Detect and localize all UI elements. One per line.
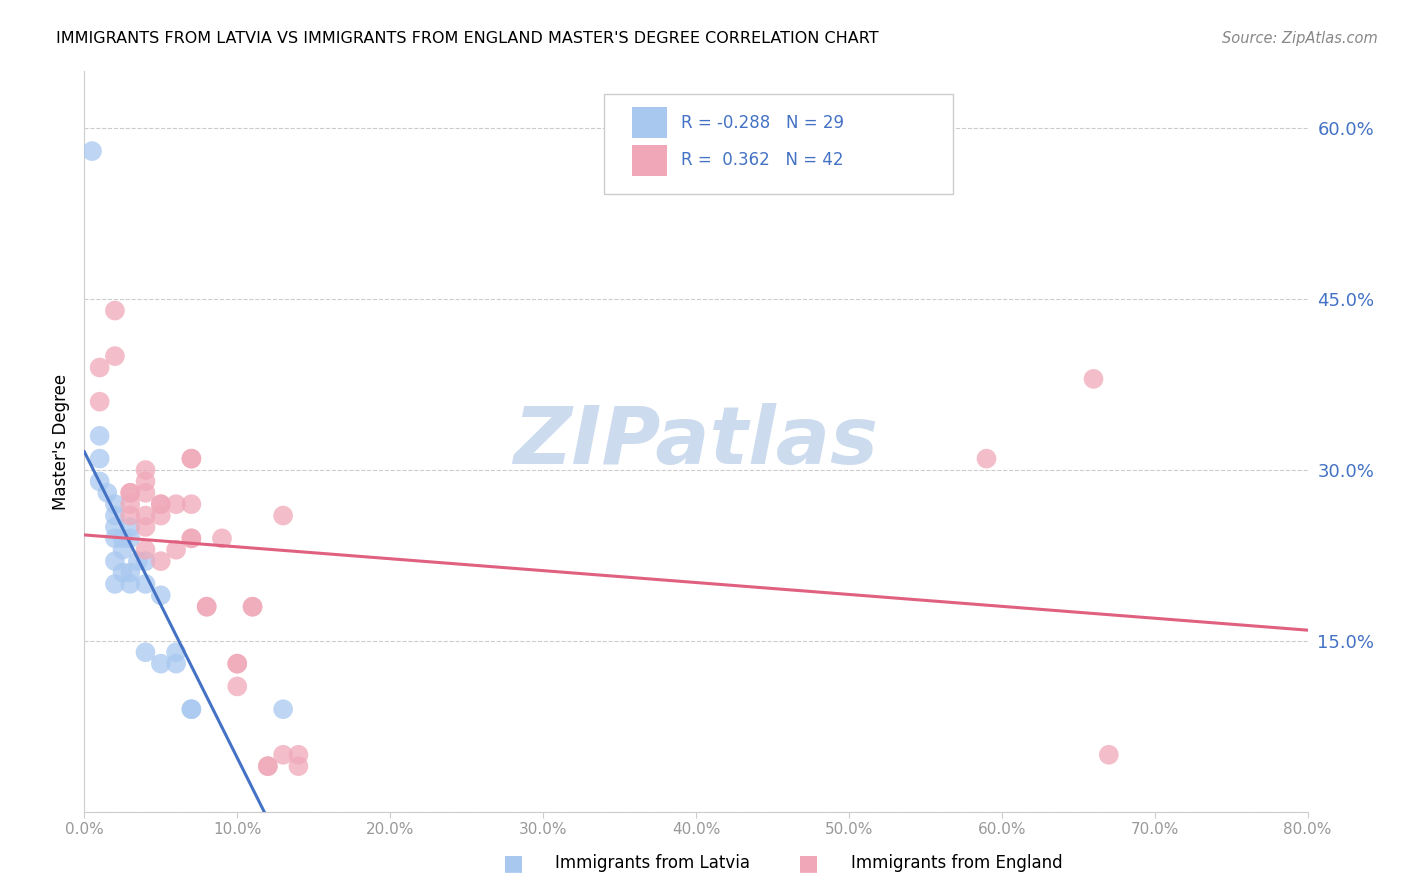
- Point: [104, 520, 127, 534]
- Point: [287, 747, 309, 762]
- Point: [135, 554, 157, 568]
- Point: [120, 497, 142, 511]
- Point: [180, 702, 202, 716]
- Point: [226, 657, 249, 671]
- Point: [104, 303, 127, 318]
- Point: [271, 508, 294, 523]
- Text: Source: ZipAtlas.com: Source: ZipAtlas.com: [1222, 31, 1378, 46]
- Point: [180, 451, 202, 466]
- Point: [165, 542, 187, 557]
- Point: [271, 747, 294, 762]
- Point: [104, 497, 127, 511]
- Point: [120, 566, 142, 580]
- Point: [180, 497, 202, 511]
- Point: [180, 702, 202, 716]
- Point: [165, 657, 187, 671]
- Text: ■: ■: [503, 854, 523, 873]
- Point: [96, 485, 118, 500]
- Point: [89, 475, 111, 489]
- Text: R =  0.362   N = 42: R = 0.362 N = 42: [682, 152, 844, 169]
- Point: [135, 485, 157, 500]
- Point: [1098, 747, 1121, 762]
- Point: [165, 497, 187, 511]
- Text: R = -0.288   N = 29: R = -0.288 N = 29: [682, 114, 844, 132]
- Point: [104, 508, 127, 523]
- Point: [104, 577, 127, 591]
- Text: Immigrants from Latvia: Immigrants from Latvia: [555, 855, 751, 872]
- Text: Immigrants from England: Immigrants from England: [851, 855, 1063, 872]
- Point: [211, 532, 233, 546]
- Point: [120, 508, 142, 523]
- Point: [111, 566, 134, 580]
- Text: ZIPatlas: ZIPatlas: [513, 402, 879, 481]
- Point: [89, 451, 111, 466]
- Point: [104, 349, 127, 363]
- Point: [149, 657, 172, 671]
- Point: [120, 520, 142, 534]
- Point: [149, 497, 172, 511]
- Point: [271, 702, 294, 716]
- Point: [89, 429, 111, 443]
- Point: [976, 451, 998, 466]
- Point: [195, 599, 218, 614]
- Point: [104, 532, 127, 546]
- Point: [89, 360, 111, 375]
- Point: [149, 508, 172, 523]
- Point: [135, 645, 157, 659]
- Point: [120, 485, 142, 500]
- Point: [257, 759, 280, 773]
- Point: [149, 497, 172, 511]
- Point: [149, 554, 172, 568]
- Point: [120, 485, 142, 500]
- Point: [135, 577, 157, 591]
- Point: [226, 657, 249, 671]
- Point: [242, 599, 264, 614]
- Point: [135, 463, 157, 477]
- Point: [180, 532, 202, 546]
- Point: [135, 475, 157, 489]
- Text: ■: ■: [799, 854, 818, 873]
- Point: [195, 599, 218, 614]
- Point: [257, 759, 280, 773]
- Point: [111, 532, 134, 546]
- Point: [1083, 372, 1105, 386]
- Point: [135, 542, 157, 557]
- Point: [287, 759, 309, 773]
- Point: [180, 532, 202, 546]
- Point: [80, 144, 103, 158]
- Point: [135, 520, 157, 534]
- Point: [104, 554, 127, 568]
- FancyBboxPatch shape: [605, 94, 953, 194]
- Point: [111, 542, 134, 557]
- FancyBboxPatch shape: [633, 145, 666, 176]
- Point: [89, 394, 111, 409]
- Point: [149, 588, 172, 602]
- Point: [120, 532, 142, 546]
- FancyBboxPatch shape: [633, 107, 666, 138]
- Y-axis label: Master's Degree: Master's Degree: [52, 374, 70, 509]
- Point: [180, 451, 202, 466]
- Text: IMMIGRANTS FROM LATVIA VS IMMIGRANTS FROM ENGLAND MASTER'S DEGREE CORRELATION CH: IMMIGRANTS FROM LATVIA VS IMMIGRANTS FRO…: [56, 31, 879, 46]
- Point: [120, 577, 142, 591]
- Point: [242, 599, 264, 614]
- Point: [135, 508, 157, 523]
- Point: [127, 554, 149, 568]
- Point: [226, 680, 249, 694]
- Point: [165, 645, 187, 659]
